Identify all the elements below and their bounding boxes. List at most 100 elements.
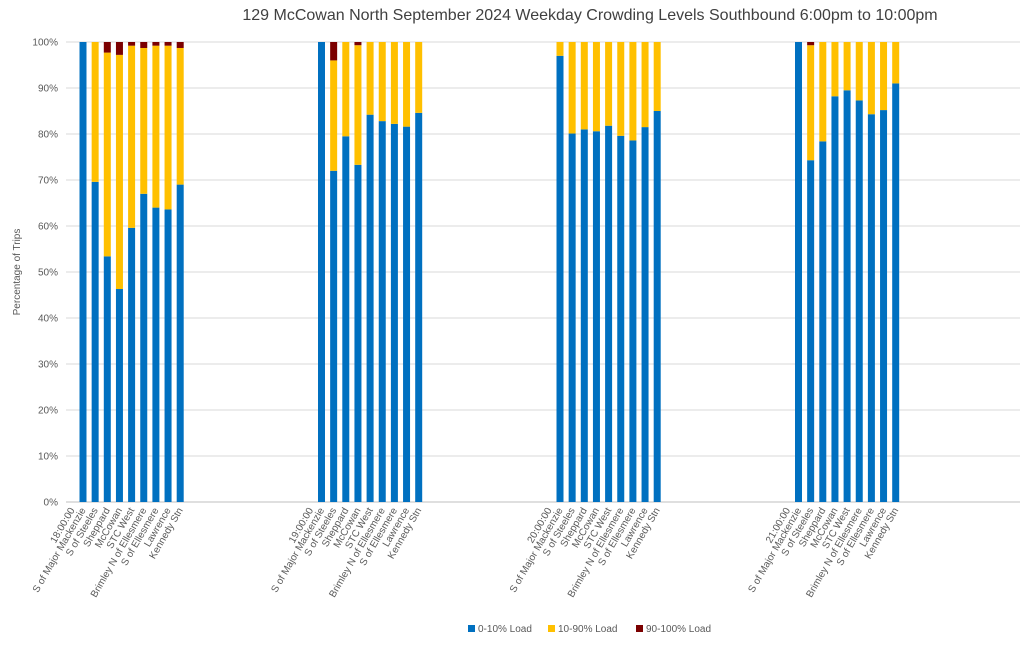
bar-segment [819,141,827,503]
y-tick-label: 100% [32,38,58,49]
y-tick-label: 60% [38,222,58,233]
bar-segment [892,42,900,84]
bar-segment [103,52,111,257]
y-tick-label: 10% [38,452,58,463]
bar-segment [366,42,374,115]
legend-label: 90-100% Load [646,624,711,635]
bar-segment [795,42,802,502]
bar-segment [867,114,875,502]
bar-segment [403,42,411,127]
bar-segment [629,140,637,502]
bar-segment [415,42,423,113]
bar-segment [880,110,888,502]
bar-segment [128,227,136,502]
bar-segment [880,42,888,111]
bar-segment [152,42,160,46]
bar-segment [103,256,111,502]
bar-segment [641,42,649,128]
bar-segment [415,112,423,502]
bar-segment [164,42,172,46]
bar-segment [91,181,99,502]
bar-segment [354,164,362,502]
bar-segment [568,133,576,503]
bar-segment [164,209,172,502]
bar-segment [892,83,900,503]
bar-segment [807,42,815,46]
bar-segment [819,42,827,142]
bar-segment [831,96,839,502]
bar-segment [378,121,386,503]
bar-segment [629,42,637,141]
bar-segment [378,42,386,122]
bar-segment [115,54,123,290]
legend-swatch [636,625,643,632]
bar-segment [330,170,338,503]
bar-segment [366,114,374,503]
bar-segment [556,42,564,56]
y-tick-label: 80% [38,130,58,141]
bar-segment [831,42,839,97]
chart-title: 129 McCowan North September 2024 Weekday… [242,7,937,24]
bar-segment [653,42,661,111]
y-tick-label: 0% [44,498,59,509]
bar-segment [605,42,613,126]
bar-segment [164,45,172,210]
bar-segment [140,193,148,503]
bar-segment [79,42,87,502]
y-axis-label: Percentage of Trips [12,229,23,316]
bar-segment [91,42,99,182]
bar-segment [605,125,613,502]
bar-segment [354,42,362,46]
bar-segment [176,42,184,48]
bar-segment [115,42,123,55]
bar-segment [152,207,160,502]
bar-segment [855,42,863,101]
bar-segment [843,90,851,503]
bar-segment [592,42,600,132]
bar-segment [653,111,661,502]
bar-segment [556,55,564,503]
y-tick-label: 20% [38,406,58,417]
bar-segment [342,42,350,137]
bar-segment [342,136,350,503]
y-tick-label: 40% [38,314,58,325]
bar-segment [318,42,325,502]
bar-segment [580,42,588,130]
bar-segment [354,45,362,165]
bar-segment [617,42,625,136]
bar-segment [128,45,136,228]
bar-segment [152,45,160,208]
bar-segment [617,135,625,502]
legend-swatch [548,625,555,632]
y-tick-label: 70% [38,176,58,187]
bar-segment [641,127,649,502]
bar-segment [176,184,184,502]
y-tick-label: 30% [38,360,58,371]
bar-segment [592,131,600,503]
bar-segment [807,160,815,502]
bar-segment [807,45,815,161]
bar-segment [580,129,588,502]
y-tick-label: 50% [38,268,58,279]
bar-segment [403,126,411,502]
bar-segment [330,60,338,171]
bar-segment [176,47,184,185]
bar-segment [867,42,875,115]
legend-label: 10-90% Load [558,624,618,635]
bar-segment [843,42,851,91]
bar-segment [140,42,148,48]
bar-segment [568,42,576,134]
bar-segment [390,123,398,502]
bar-segment [103,42,111,53]
legend-label: 0-10% Load [478,624,532,635]
legend-swatch [468,625,475,632]
y-tick-label: 90% [38,84,58,95]
bar-segment [390,42,398,124]
bar-segment [330,42,338,61]
bar-segment [115,289,123,502]
bar-segment [128,42,136,46]
bar-segment [140,47,148,194]
bar-segment [855,100,863,503]
